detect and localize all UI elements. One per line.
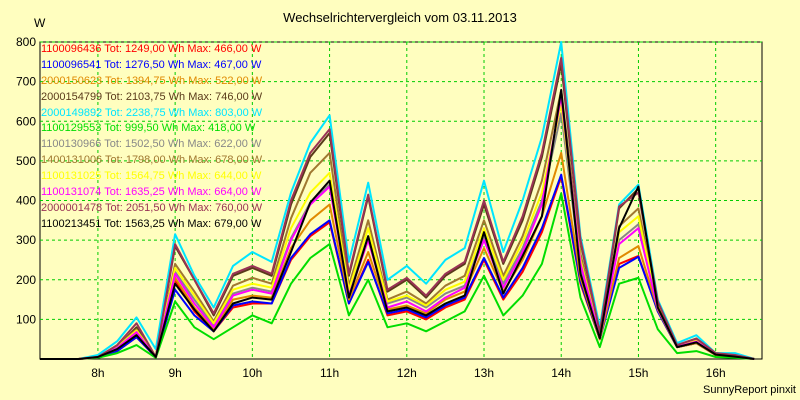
legend-entry-1100131074: 1100131074 Tot: 1635,25 Wh Max: 664,00 W <box>41 186 262 199</box>
legend-entry-1400131006: 1400131006 Tot: 1798,00 Wh Max: 678,00 W <box>41 154 263 167</box>
x-tick-label: 12h <box>397 366 417 380</box>
legend-entry-1100096541: 1100096541 Tot: 1276,50 Wh Max: 467,00 W <box>41 58 262 71</box>
footer-credit: SunnyReport pinxit <box>703 384 796 396</box>
y-tick-label: 400 <box>16 194 36 208</box>
legend-entry-2000149892: 2000149892 Tot: 2238,75 Wh Max: 803,00 W <box>41 106 263 119</box>
y-tick-label: 200 <box>16 273 36 287</box>
legend-entry-2000150623: 2000150623 Tot: 1394,75 Wh Max: 522,00 W <box>41 74 263 87</box>
y-tick-label: 800 <box>16 35 36 49</box>
chart-title: Wechselrichtervergleich vom 03.11.2013 <box>283 10 517 25</box>
legend: 1100096436 Tot: 1249,00 Wh Max: 466,00 W… <box>41 42 262 233</box>
x-tick-label: 11h <box>320 366 339 380</box>
series-line-1100213451 <box>40 88 755 360</box>
legend-entry-2000154799: 2000154799 Tot: 2103,75 Wh Max: 746,00 W <box>41 90 263 103</box>
x-tick-label: 14h <box>551 366 571 380</box>
y-tick-label: 600 <box>16 114 36 128</box>
x-tick-label: 16h <box>706 366 726 380</box>
x-tick-label: 15h <box>628 366 648 380</box>
legend-entry-1100130966: 1100130966 Tot: 1502,50 Wh Max: 622,00 W <box>41 138 262 151</box>
y-tick-label: 700 <box>16 75 36 89</box>
legend-entry-1100131025: 1100131025 Tot: 1564,75 Wh Max: 644,00 W <box>41 170 262 183</box>
legend-entry-1100129553: 1100129553 Tot: 999,50 Wh Max: 418,00 W <box>41 122 256 135</box>
y-tick-label: 100 <box>16 312 36 326</box>
x-tick-label: 13h <box>474 366 494 380</box>
y-tick-label: 500 <box>16 154 36 168</box>
series-line-2000149892 <box>40 41 755 360</box>
y-tick-label: 300 <box>16 233 36 247</box>
x-tick-label: 9h <box>168 366 181 380</box>
x-tick-label: 8h <box>91 366 104 380</box>
x-tick-label: 10h <box>242 366 262 380</box>
legend-entry-2000001478: 2000001478 Tot: 2051,50 Wh Max: 760,00 W <box>41 201 263 214</box>
legend-entry-1100213451: 1100213451 Tot: 1563,25 Wh Max: 679,00 W <box>41 217 262 230</box>
y-axis-unit: W <box>34 16 46 30</box>
legend-entry-1100096436: 1100096436 Tot: 1249,00 Wh Max: 466,00 W <box>41 43 262 55</box>
